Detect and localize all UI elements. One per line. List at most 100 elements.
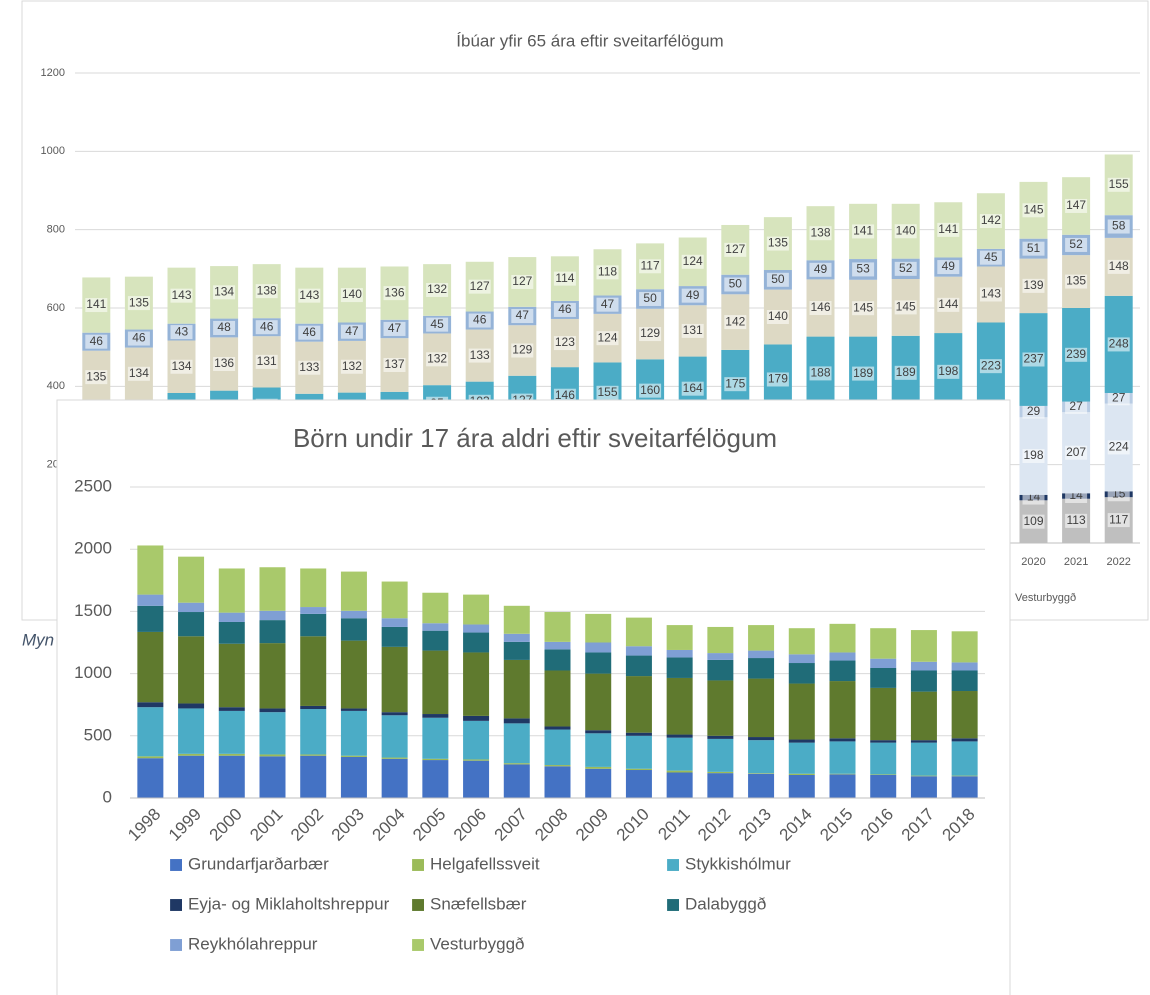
data-label: 145 xyxy=(853,300,873,314)
bar-segment xyxy=(259,756,286,798)
data-label-box xyxy=(596,265,619,280)
bar-segment xyxy=(951,662,978,671)
data-label: 109 xyxy=(1023,514,1043,528)
bar-segment xyxy=(666,770,693,773)
data-label-box xyxy=(1022,241,1045,256)
bar-segment xyxy=(259,754,286,757)
data-label: 124 xyxy=(597,330,617,344)
bar-segment xyxy=(910,775,937,777)
data-label: 129 xyxy=(640,326,660,340)
bar-segment xyxy=(707,659,734,681)
data-label-box xyxy=(1022,514,1045,529)
data-label-box xyxy=(255,320,278,335)
data-label: 143 xyxy=(981,287,1001,301)
data-label: 131 xyxy=(257,354,277,368)
data-label: 113 xyxy=(1067,513,1086,527)
bar-segment xyxy=(137,707,164,757)
bar-segment xyxy=(585,768,612,798)
data-label-box xyxy=(809,301,832,315)
bar-segment xyxy=(422,650,449,715)
data-label-box xyxy=(511,309,534,324)
bar-segment xyxy=(422,714,449,718)
bar-segment xyxy=(503,659,530,719)
legend-label: Stykkishólmur xyxy=(685,854,791,873)
data-label-box xyxy=(553,388,576,403)
data-label: 133 xyxy=(299,360,319,374)
bar-segment xyxy=(544,670,571,727)
data-label: 117 xyxy=(641,258,660,272)
data-label: 155 xyxy=(597,385,617,399)
data-label: 46 xyxy=(90,334,104,348)
bar-segment xyxy=(625,676,652,733)
bar-segment xyxy=(666,649,693,658)
caption: Myn xyxy=(22,630,54,649)
data-label: 188 xyxy=(810,366,830,380)
bar-segment xyxy=(870,740,897,743)
data-label: 136 xyxy=(214,356,234,370)
data-label: 224 xyxy=(1109,440,1129,454)
y-tick-label: 2000 xyxy=(74,539,112,558)
data-label: 189 xyxy=(896,365,916,379)
legend-label: Snæfellsbær xyxy=(430,894,527,913)
data-label-box xyxy=(1107,440,1130,455)
data-label-box xyxy=(1065,399,1088,414)
data-label-box xyxy=(1107,513,1130,528)
bar-segment xyxy=(218,643,245,708)
data-label-box xyxy=(1022,352,1045,367)
data-label: 175 xyxy=(725,376,745,390)
data-label-box xyxy=(596,385,619,400)
data-label-box xyxy=(724,277,747,292)
bar-segment xyxy=(544,726,571,730)
bar-segment xyxy=(300,607,327,614)
bar-segment xyxy=(585,673,612,731)
bar-segment xyxy=(259,643,286,709)
bar-segment xyxy=(340,640,367,709)
data-label-box xyxy=(85,370,108,385)
data-label-box xyxy=(937,297,960,312)
bar-segment xyxy=(870,774,897,798)
data-label-box xyxy=(1065,347,1088,362)
bar-segment xyxy=(340,708,367,711)
data-label-box xyxy=(1107,177,1130,192)
bar-segment xyxy=(870,668,897,688)
data-label: 49 xyxy=(942,259,956,273)
data-label-box xyxy=(639,259,662,274)
data-label: 142 xyxy=(981,213,1001,227)
data-label: 135 xyxy=(129,295,149,309)
data-label: 117 xyxy=(1109,512,1128,526)
bar-segment xyxy=(137,605,164,632)
data-label-box xyxy=(809,262,832,277)
bar-segment xyxy=(544,765,571,767)
data-label-box xyxy=(213,320,236,335)
data-label-box xyxy=(213,285,236,300)
data-label-box xyxy=(1065,198,1088,213)
data-label-box xyxy=(85,334,108,349)
data-label-box xyxy=(979,214,1002,229)
data-label-box xyxy=(213,357,236,372)
data-label-box xyxy=(596,297,619,312)
data-label: 46 xyxy=(303,325,317,339)
data-label: 127 xyxy=(470,279,490,293)
data-label: 123 xyxy=(555,335,575,349)
data-label-box xyxy=(170,288,193,303)
data-label: 155 xyxy=(1109,177,1129,191)
bar-segment xyxy=(910,661,937,671)
data-label-box xyxy=(85,298,108,313)
data-label: 46 xyxy=(558,302,572,316)
data-label: 143 xyxy=(299,288,319,302)
bar-segment xyxy=(300,705,327,710)
data-label-box xyxy=(340,324,363,339)
bar-segment xyxy=(829,774,856,798)
bar-segment xyxy=(218,568,245,613)
x-tick-label: 2022 xyxy=(1106,556,1130,568)
bar-segment xyxy=(259,708,286,713)
data-label: 198 xyxy=(938,364,958,378)
data-label-box xyxy=(766,310,789,325)
bar-segment xyxy=(829,681,856,739)
data-label-box xyxy=(255,284,278,299)
data-label: 141 xyxy=(86,297,106,311)
data-label: 144 xyxy=(938,297,958,311)
data-label: 140 xyxy=(342,287,362,301)
data-label: 237 xyxy=(1023,352,1043,366)
bar-segment xyxy=(503,718,530,724)
